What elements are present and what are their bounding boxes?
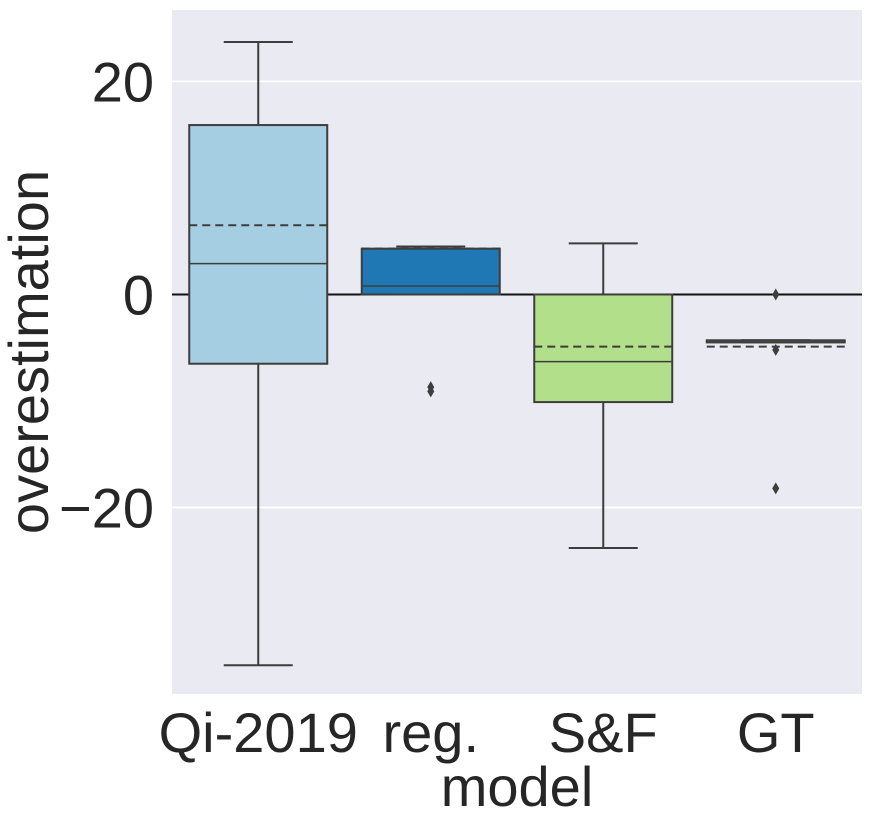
x-tick-label: Qi-2019 — [159, 701, 358, 764]
box-3 — [533, 242, 674, 550]
x-tick-label: reg. — [383, 701, 480, 764]
x-tick-label: GT — [737, 701, 815, 764]
outlier-point — [772, 343, 780, 356]
y-tick-labels: −20 0 20 — [59, 50, 154, 539]
outlier-point — [772, 482, 780, 495]
box-1 — [188, 40, 329, 667]
y-tick-label: −20 — [59, 477, 154, 540]
outlier-point — [772, 288, 780, 301]
box-iqr — [533, 293, 674, 404]
y-tick-label: 0 — [123, 263, 154, 326]
y-axis-label: overestimation — [0, 170, 60, 534]
box-iqr — [360, 247, 501, 296]
box-4 — [705, 288, 846, 495]
box-2 — [360, 245, 501, 398]
outlier-point — [427, 385, 435, 398]
box-iqr — [188, 124, 329, 365]
y-tick-label: 20 — [92, 50, 154, 113]
x-tick-label: S&F — [549, 701, 658, 764]
x-axis-label: model — [441, 755, 594, 818]
x-tick-labels: Qi-2019 reg. S&F GT — [159, 701, 815, 764]
boxes-group — [188, 40, 846, 667]
